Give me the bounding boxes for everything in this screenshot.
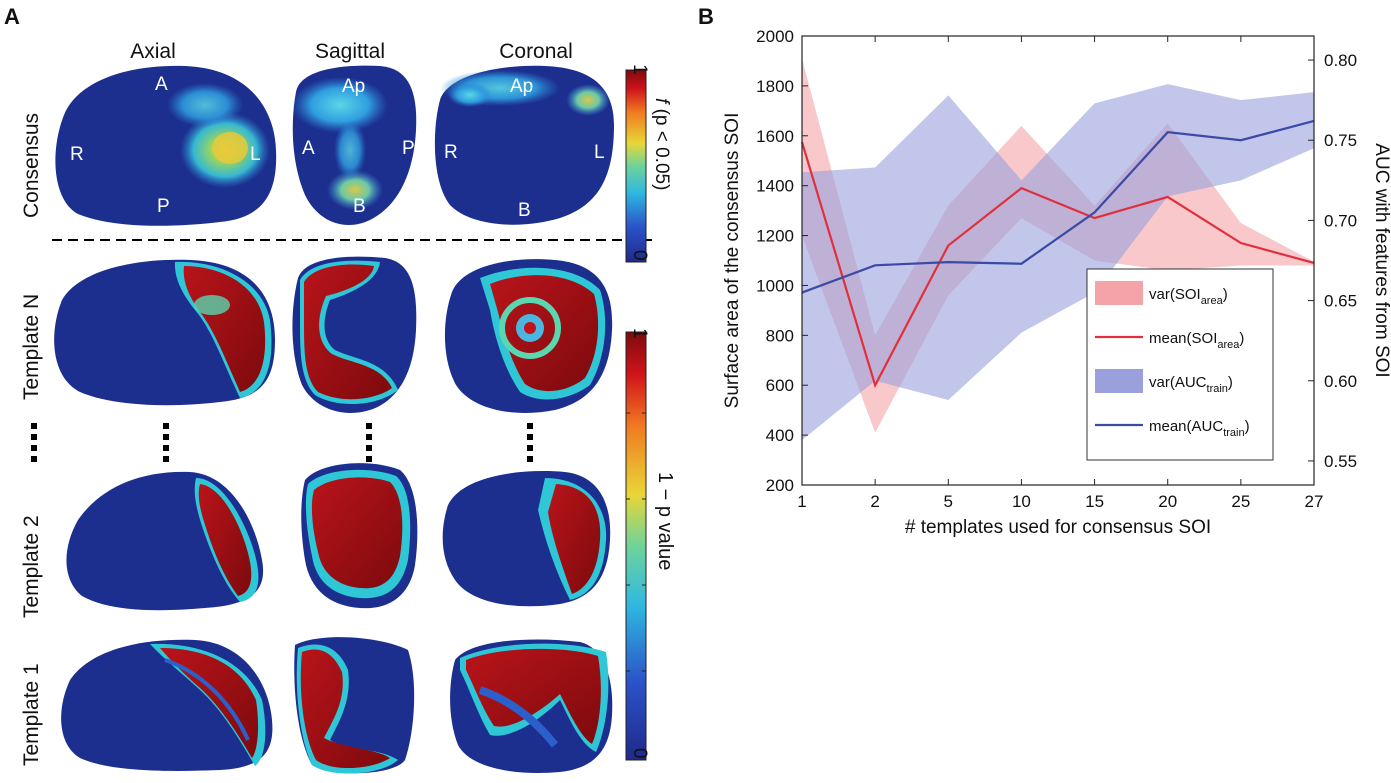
axial-label-left: L (250, 144, 261, 165)
template-2-sagittal-surface (301, 463, 418, 609)
consensus-axial-surface (55, 65, 277, 226)
x-axis-label: # templates used for consensus SOI (905, 517, 1211, 538)
x-tick-label-0: 1 (797, 492, 806, 511)
ellipsis-markers (31, 423, 533, 465)
template-2-coronal-surface (442, 471, 611, 607)
y-left-tick-label-5: 1200 (756, 227, 794, 246)
x-tick-label-6: 25 (1231, 492, 1250, 511)
colorbar-p-value (625, 331, 647, 761)
x-tick-label-1: 2 (870, 492, 879, 511)
y-left-tick-label-0: 200 (766, 476, 794, 495)
y-left-tick-label-8: 1800 (756, 77, 794, 96)
y-right-tick-label-1: 0.60 (1324, 372, 1357, 391)
column-label-sagittal: Sagittal (314, 40, 386, 63)
legend-label-2: var(AUCtrain) (1149, 374, 1233, 395)
y-right-tick-label-2: 0.65 (1324, 292, 1357, 311)
y-left-tick-label-1: 400 (766, 426, 794, 445)
colorbar-consensus (625, 69, 647, 263)
line-chart: 1 2 5 10 15 20 25 27200400600800100012001400160… (722, 27, 1391, 538)
column-label-axial: Axial (130, 40, 176, 63)
colorbar-top-max: 1 (629, 64, 650, 75)
legend-label-3: mean(AUCtrain) (1149, 418, 1250, 439)
panel-b-letter: B (698, 4, 714, 29)
x-tick-label-4: 15 (1085, 492, 1104, 511)
legend-swatch-0 (1095, 281, 1143, 305)
y-left-tick-label-9: 2000 (756, 27, 794, 46)
template-n-coronal-surface (444, 259, 613, 413)
template-n-sagittal-surface (292, 256, 417, 413)
x-tick-label-5: 20 (1158, 492, 1177, 511)
template-1-coronal-surface (450, 639, 613, 773)
y-right-tick-label-0: 0.55 (1324, 452, 1357, 471)
template-2-axial-surface (66, 471, 264, 611)
colorbars (625, 69, 647, 761)
y-left-tick-label-3: 800 (766, 326, 794, 345)
legend-label-0: var(SOIarea) (1149, 286, 1228, 307)
brain-renderings (31, 65, 652, 774)
column-label-coronal: Coronal (499, 40, 573, 63)
template-1-sagittal-surface (294, 637, 415, 774)
series-line-0 (800, 141, 1315, 389)
coronal-label-base: B (518, 200, 531, 221)
colorbar-bottom-label: 1 − p value (654, 472, 676, 571)
coronal-label-apex: Ap (510, 76, 534, 97)
axial-label-posterior: P (157, 196, 170, 217)
colorbar-bottom-min: 0 (629, 748, 650, 759)
coronal-label-left: L (594, 142, 605, 163)
y-right-axis-label: AUC with features from SOI (1371, 143, 1391, 377)
plot-frame (801, 35, 1315, 486)
series-line-1 (801, 119, 1315, 294)
y-left-axis-label: Surface area of the consensus SOI (722, 113, 743, 409)
sagittal-label-posterior: P (402, 138, 415, 159)
legend-swatch-2 (1095, 369, 1143, 393)
panel-a-letter: A (4, 4, 20, 29)
x-tick-label-2: 5 (944, 492, 953, 511)
band-1 (802, 84, 1314, 441)
y-right-tick-label-5: 0.80 (1324, 51, 1357, 70)
y-left-tick-label-6: 1400 (756, 177, 794, 196)
colorbar-top-label: f (p < 0.05) (650, 98, 672, 190)
colorbar-top-min: 0 (629, 250, 650, 261)
axial-label-anterior: A (155, 74, 168, 95)
sagittal-label-apex: Ap (342, 76, 366, 97)
sagittal-label-anterior: A (302, 138, 315, 159)
colorbar-bottom-max: 1 (629, 328, 650, 339)
template-1-axial-surface (61, 639, 273, 771)
x-tick-label-3: 10 (1012, 492, 1031, 511)
template-n-axial-surface (54, 259, 275, 406)
y-right-tick-label-4: 0.75 (1324, 131, 1357, 150)
colorbar-top-label-f: f (651, 98, 672, 104)
y-left-tick-label-4: 1000 (756, 276, 794, 295)
colorbar-top-label-rest: (p < 0.05) (651, 108, 672, 191)
x-tick-label-7: 27 (1305, 492, 1324, 511)
sagittal-label-base: B (353, 196, 366, 217)
legend-label-1: mean(SOIarea) (1149, 330, 1244, 351)
axial-label-right: R (70, 144, 84, 165)
y-left-tick-label-2: 600 (766, 376, 794, 395)
consensus-coronal-surface (434, 65, 614, 225)
coronal-label-right: R (444, 142, 458, 163)
y-right-tick-label-3: 0.70 (1324, 211, 1357, 230)
y-left-tick-label-7: 1600 (756, 127, 794, 146)
consensus-sagittal-surface (292, 65, 417, 226)
